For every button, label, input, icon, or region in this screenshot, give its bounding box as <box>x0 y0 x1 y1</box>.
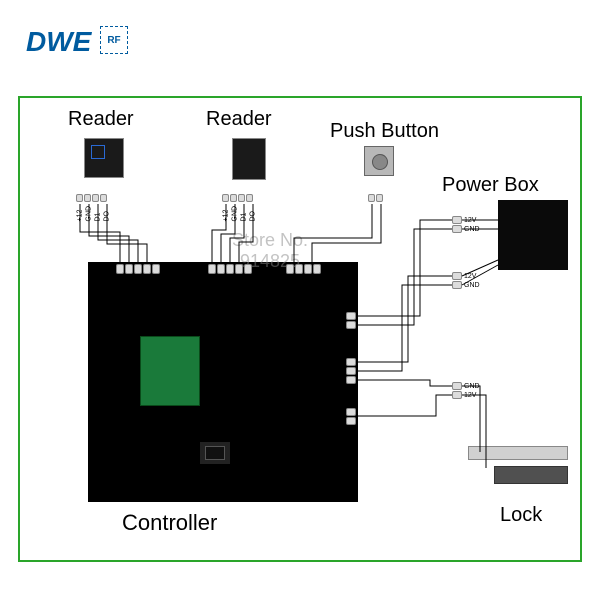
terminal-strip <box>116 264 160 274</box>
pin-label: GND <box>305 290 312 306</box>
pin-label: DO <box>144 295 151 306</box>
pin-label: GND <box>464 282 480 289</box>
pin-label: 12V <box>464 273 476 280</box>
pin-label: GND <box>287 290 294 306</box>
pin-label: 12V <box>464 217 476 224</box>
pin-label: D1 <box>241 213 248 222</box>
device-power-box <box>498 200 568 270</box>
pin-label: DO <box>104 211 111 222</box>
watermark-line1: Store No. <box>232 230 308 250</box>
pin-label: +12 <box>77 210 84 222</box>
terminal-strip <box>452 272 462 289</box>
label-push-button: Push Button <box>330 120 439 143</box>
pin-label: COM <box>322 359 338 366</box>
pin-label: DO <box>250 211 257 222</box>
pin-label: D1 <box>135 297 142 306</box>
label-lock: Lock <box>500 504 542 527</box>
pin-label: GND <box>86 206 93 222</box>
controller-rj45-port <box>200 442 230 464</box>
reader-1-indicator <box>91 145 105 159</box>
pin-label: +12 <box>117 294 124 306</box>
pin-label: P1 <box>296 297 303 306</box>
pin-label: +12 <box>209 294 216 306</box>
device-reader-2 <box>232 138 266 180</box>
device-push-button <box>364 146 394 176</box>
pin-label: GND <box>232 206 239 222</box>
terminal-strip <box>452 382 462 399</box>
terminal-strip <box>286 264 321 274</box>
pin-label: GND <box>464 383 480 390</box>
terminal-strip <box>346 408 356 425</box>
lock-bolt <box>468 446 568 460</box>
terminal-strip <box>76 194 107 202</box>
pin-label: 12V <box>464 392 476 399</box>
label-controller: Controller <box>122 510 217 536</box>
terminal-strip <box>346 312 356 329</box>
pin-label: GND <box>126 290 133 306</box>
pin-label: NC <box>322 377 332 384</box>
pin-label: LED <box>245 292 252 306</box>
pin-label: NO <box>322 368 333 375</box>
terminal-strip <box>368 194 383 202</box>
brand-logo-badge: RF <box>100 26 128 54</box>
terminal-strip <box>208 264 252 274</box>
diagram-canvas: DWE RF Reader Reader Push Button Power B… <box>0 0 600 600</box>
pin-label: GND <box>322 322 338 329</box>
controller-pcb <box>140 336 200 406</box>
pin-label: S1 <box>328 409 337 416</box>
label-power-box: Power Box <box>442 174 539 197</box>
pin-label: DO <box>236 295 243 306</box>
terminal-strip <box>346 358 356 384</box>
pin-label: GND <box>328 418 344 425</box>
pin-label: +12 <box>223 210 230 222</box>
lock-magnet <box>494 466 568 484</box>
pin-label: GND <box>218 290 225 306</box>
label-reader-2: Reader <box>206 108 272 131</box>
pin-label: P2 <box>314 297 321 306</box>
pin-label: D1 <box>227 297 234 306</box>
brand-logo-text: DWE <box>26 26 91 58</box>
pin-label: 12V <box>322 313 334 320</box>
terminal-strip <box>452 216 462 233</box>
pin-label: D1 <box>95 213 102 222</box>
device-reader-1 <box>84 138 124 178</box>
pin-label: LED <box>153 292 160 306</box>
label-reader-1: Reader <box>68 108 134 131</box>
pin-label: GND <box>464 226 480 233</box>
terminal-strip <box>222 194 253 202</box>
